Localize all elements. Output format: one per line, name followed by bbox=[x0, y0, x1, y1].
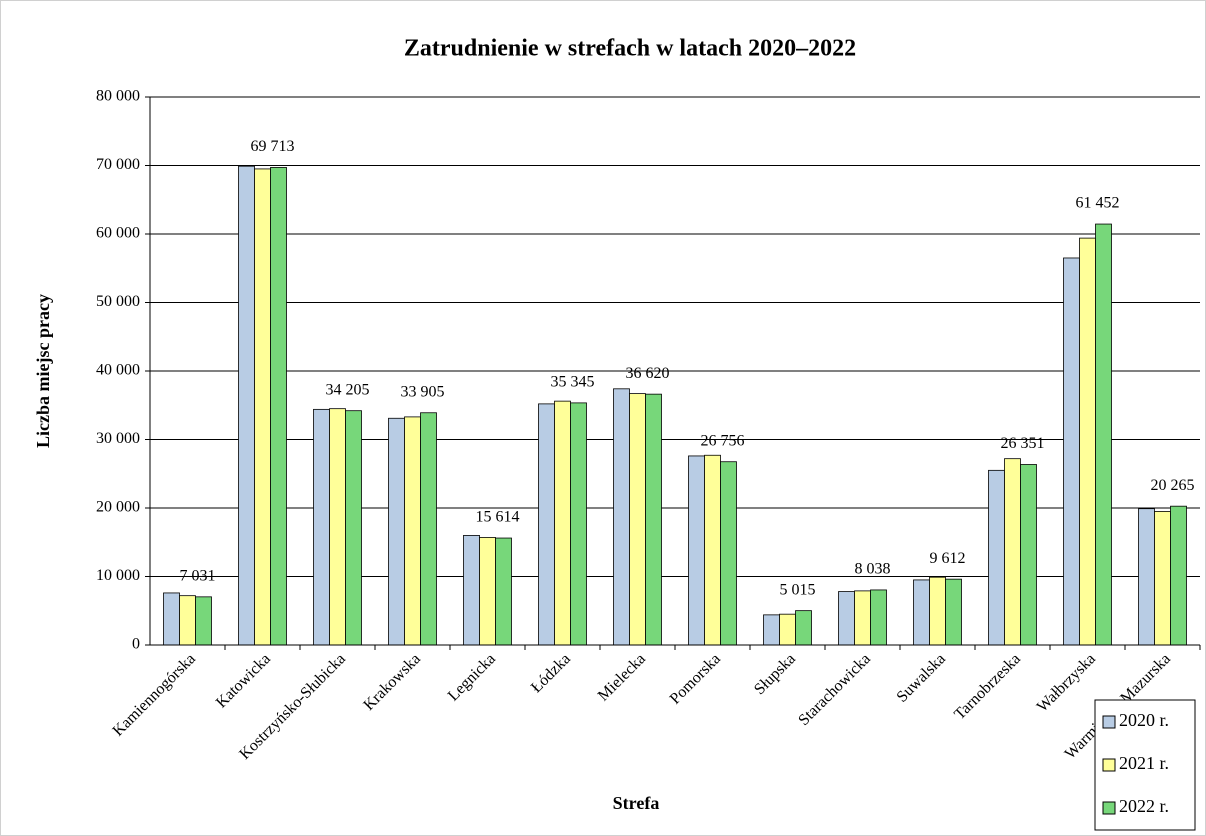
y-tick-label: 80 000 bbox=[96, 88, 140, 105]
data-label: 33 905 bbox=[401, 383, 445, 400]
bar bbox=[238, 165, 255, 646]
bar bbox=[270, 167, 287, 646]
bar bbox=[495, 537, 512, 646]
y-tick-label: 20 000 bbox=[96, 499, 140, 516]
bar bbox=[1154, 511, 1171, 646]
legend-swatch bbox=[1102, 758, 1116, 772]
bar bbox=[988, 469, 1005, 646]
bar bbox=[179, 595, 196, 646]
legend-label: 2021 r. bbox=[1119, 753, 1169, 773]
data-label: 69 713 bbox=[251, 138, 295, 155]
bar bbox=[929, 576, 946, 646]
data-label: 61 452 bbox=[1076, 195, 1120, 212]
data-label: 20 265 bbox=[1151, 477, 1195, 494]
y-tick-label: 10 000 bbox=[96, 567, 140, 584]
data-label: 15 614 bbox=[476, 509, 520, 526]
bar bbox=[479, 537, 496, 646]
legend-swatch bbox=[1102, 801, 1116, 815]
data-label: 34 205 bbox=[326, 381, 370, 398]
bar bbox=[1004, 458, 1021, 646]
bar bbox=[1170, 505, 1187, 646]
y-tick-label: 40 000 bbox=[96, 362, 140, 379]
bar bbox=[1138, 508, 1155, 646]
data-label: 35 345 bbox=[551, 374, 595, 391]
data-label: 26 351 bbox=[1001, 435, 1045, 452]
y-tick-label: 0 bbox=[132, 636, 140, 653]
y-tick-label: 70 000 bbox=[96, 156, 140, 173]
bar bbox=[913, 579, 930, 646]
bar bbox=[854, 590, 871, 646]
legend-swatch bbox=[1102, 715, 1116, 729]
y-tick-label: 50 000 bbox=[96, 293, 140, 310]
bar bbox=[838, 591, 855, 646]
bar bbox=[388, 417, 405, 646]
data-label: 5 015 bbox=[780, 581, 816, 598]
y-tick-label: 30 000 bbox=[96, 430, 140, 447]
y-tick-label: 60 000 bbox=[96, 225, 140, 242]
bar bbox=[1079, 237, 1096, 646]
bar bbox=[254, 168, 271, 646]
x-axis-title: Strefa bbox=[613, 793, 660, 813]
bar bbox=[688, 455, 705, 646]
bar bbox=[779, 613, 796, 646]
bar bbox=[870, 589, 887, 646]
bar bbox=[420, 412, 437, 646]
bar bbox=[613, 388, 630, 646]
bar bbox=[463, 535, 480, 646]
bar bbox=[195, 596, 212, 646]
bar bbox=[404, 416, 421, 646]
bar bbox=[163, 592, 180, 646]
bar bbox=[313, 408, 330, 646]
bar bbox=[329, 408, 346, 646]
bar bbox=[629, 393, 646, 646]
bar bbox=[763, 614, 780, 646]
bar bbox=[554, 400, 571, 646]
bar bbox=[1020, 464, 1037, 646]
bar bbox=[1095, 223, 1112, 646]
bar bbox=[645, 393, 662, 646]
legend-label: 2022 r. bbox=[1119, 796, 1169, 816]
bar bbox=[570, 402, 587, 646]
bar bbox=[538, 403, 555, 646]
data-label: 36 620 bbox=[626, 365, 670, 382]
bar bbox=[945, 578, 962, 646]
data-label: 9 612 bbox=[930, 550, 966, 567]
bar bbox=[704, 454, 721, 646]
bar bbox=[345, 410, 362, 646]
legend-label: 2020 r. bbox=[1119, 710, 1169, 730]
data-label: 8 038 bbox=[855, 561, 891, 578]
bar bbox=[1063, 257, 1080, 646]
data-label: 26 756 bbox=[701, 432, 745, 449]
bar bbox=[795, 610, 812, 646]
chart-title: Zatrudnienie w strefach w latach 2020–20… bbox=[404, 36, 856, 62]
y-axis-title: Liczba miejsc pracy bbox=[33, 294, 53, 448]
data-label: 7 031 bbox=[180, 568, 216, 585]
bar bbox=[720, 461, 737, 646]
